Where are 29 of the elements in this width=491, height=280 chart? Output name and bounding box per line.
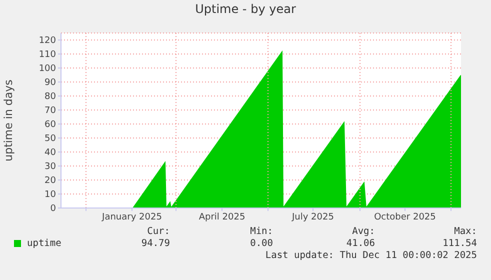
- text: 41.06: [345, 238, 375, 249]
- text: Last update: Thu Dec 11 00:00:02 2025: [265, 250, 477, 261]
- y-axis-title: uptime in days: [2, 79, 15, 162]
- y-tick-label: 20: [44, 176, 56, 186]
- text: Max:: [453, 226, 477, 237]
- y-tick-label: 50: [44, 134, 56, 144]
- y-tick-label: 100: [38, 64, 56, 74]
- text: 111.54: [442, 238, 477, 249]
- y-tick-label: 30: [44, 162, 56, 172]
- y-tick-label: 110: [38, 50, 56, 60]
- text: 94.79: [140, 238, 170, 249]
- y-tick-label: 80: [44, 92, 56, 102]
- x-tick-label: July 2025: [291, 212, 334, 222]
- chart-title: Uptime - by year: [194, 2, 297, 16]
- x-tick-label: January 2025: [101, 212, 162, 222]
- y-tick-label: 10: [44, 190, 56, 200]
- text: Cur:: [146, 226, 170, 237]
- y-tick-label: 0: [50, 204, 56, 214]
- text: Avg:: [351, 226, 375, 237]
- y-tick-label: 120: [38, 36, 56, 46]
- text: Min:: [249, 226, 273, 237]
- y-tick-label: 40: [44, 148, 56, 158]
- legend-label: uptime: [26, 238, 62, 249]
- y-tick-label: 90: [44, 78, 56, 88]
- x-tick-label: April 2025: [198, 212, 246, 222]
- y-tick-label: 70: [44, 106, 56, 116]
- x-tick-label: October 2025: [374, 212, 436, 222]
- text: 0.00: [249, 238, 273, 249]
- y-tick-label: 60: [44, 120, 56, 130]
